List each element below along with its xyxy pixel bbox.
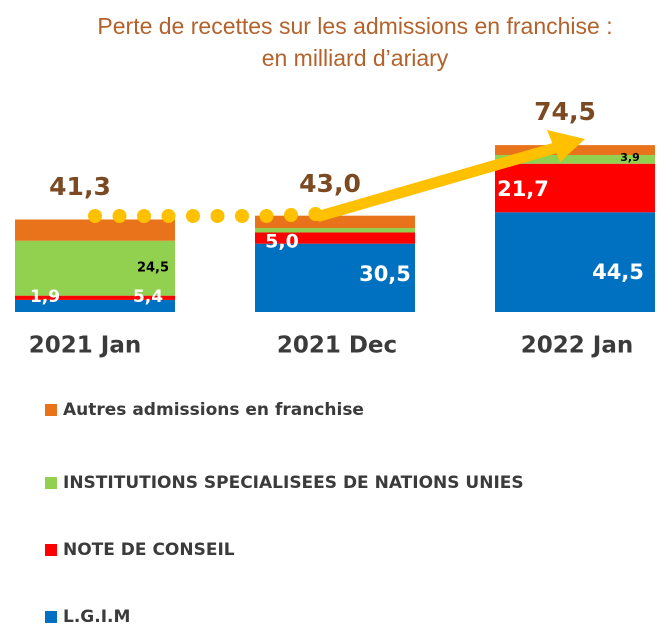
arrow-head <box>547 130 585 162</box>
data-label: 5,4 <box>133 287 163 307</box>
bar-segment <box>495 163 655 213</box>
bar-segment <box>15 219 175 241</box>
bar-segment <box>15 299 175 312</box>
dot-connector <box>137 209 151 223</box>
dot-connector <box>259 209 274 223</box>
arrow-line <box>314 142 561 222</box>
legend-swatch <box>45 477 57 489</box>
data-label: 3,9 <box>620 151 640 164</box>
total-label: 41,3 <box>49 172 111 201</box>
x-tick-label: 2021 Jan <box>29 333 141 359</box>
bar-segment <box>255 228 415 233</box>
chart-title: Perte de recettes sur les admissions en … <box>97 13 612 39</box>
legend-swatch <box>45 544 57 556</box>
dot-connector <box>88 209 102 223</box>
data-label: 5,0 <box>265 231 299 253</box>
dot-connector <box>235 209 249 223</box>
chart-subtitle: en milliard d’ariary <box>262 45 449 71</box>
legend-label: INSTITUTIONS SPECIALISEES DE NATIONS UNI… <box>63 473 524 493</box>
legend-label: NOTE DE CONSEIL <box>63 540 235 560</box>
legend-label: L.G.I.M <box>63 607 130 627</box>
legend-swatch <box>45 611 57 623</box>
bar-segment <box>15 295 175 300</box>
dot-connector <box>161 209 176 223</box>
bar-segment <box>255 215 415 228</box>
data-label: 30,5 <box>359 262 411 286</box>
dot-connector <box>284 208 298 222</box>
bar-segment <box>15 240 175 296</box>
total-label: 74,5 <box>534 97 596 126</box>
dot-connector <box>210 209 225 223</box>
data-label: 1,9 <box>30 287 60 307</box>
legend-label: Autres admissions en franchise <box>63 400 364 420</box>
x-tick-label: 2021 Dec <box>277 333 397 359</box>
data-label: 21,7 <box>497 177 549 201</box>
bar-segment <box>495 212 655 312</box>
dot-connector <box>112 209 127 223</box>
legend-swatch <box>45 404 57 416</box>
bar-segment <box>255 243 415 312</box>
total-label: 43,0 <box>299 169 361 198</box>
dot-connector <box>186 209 200 223</box>
data-label: 44,5 <box>592 260 644 284</box>
data-label: 24,5 <box>137 261 169 276</box>
bar-segment <box>495 145 655 155</box>
x-tick-label: 2022 Jan <box>521 333 633 359</box>
bar-segment <box>255 232 415 244</box>
bar-segment <box>495 154 655 164</box>
